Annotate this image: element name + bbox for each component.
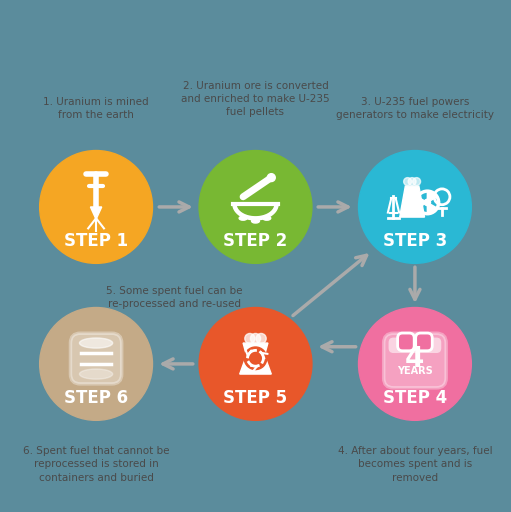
Text: STEP 4: STEP 4: [383, 389, 447, 407]
Polygon shape: [427, 191, 436, 202]
Text: YEARS: YEARS: [397, 366, 433, 376]
Polygon shape: [427, 202, 436, 213]
Text: 1. Uranium is mined
from the earth: 1. Uranium is mined from the earth: [43, 97, 149, 120]
Text: 2. Uranium ore is converted
and enriched to make U-235
fuel pellets: 2. Uranium ore is converted and enriched…: [181, 81, 330, 117]
Circle shape: [359, 151, 471, 263]
Circle shape: [244, 347, 267, 370]
Circle shape: [40, 151, 152, 263]
Circle shape: [424, 199, 430, 206]
Text: STEP 2: STEP 2: [223, 232, 288, 250]
Polygon shape: [233, 204, 278, 220]
Text: 6. Spent fuel that cannot be
reprocessed is stored in
containers and buried: 6. Spent fuel that cannot be reprocessed…: [23, 446, 169, 483]
Circle shape: [413, 178, 421, 185]
Polygon shape: [90, 207, 102, 219]
FancyBboxPatch shape: [71, 333, 122, 384]
Text: STEP 1: STEP 1: [64, 232, 128, 250]
Ellipse shape: [263, 216, 271, 220]
FancyBboxPatch shape: [388, 337, 442, 353]
Text: 4: 4: [405, 346, 425, 373]
Text: STEP 5: STEP 5: [223, 389, 288, 407]
Polygon shape: [416, 197, 427, 208]
Text: 3. U-235 fuel powers
generators to make electricity: 3. U-235 fuel powers generators to make …: [336, 97, 494, 120]
Ellipse shape: [80, 338, 112, 348]
Polygon shape: [240, 343, 271, 374]
Text: 5. Some spent fuel can be
re-processed and re-used: 5. Some spent fuel can be re-processed a…: [106, 286, 243, 309]
Polygon shape: [400, 186, 425, 217]
Circle shape: [256, 333, 266, 344]
Ellipse shape: [239, 216, 247, 220]
Circle shape: [199, 151, 312, 263]
FancyBboxPatch shape: [415, 333, 432, 351]
Text: STEP 6: STEP 6: [64, 389, 128, 407]
Circle shape: [267, 174, 275, 182]
FancyBboxPatch shape: [384, 333, 446, 388]
FancyBboxPatch shape: [398, 333, 414, 351]
Text: 4. After about four years, fuel
becomes spent and is
removed: 4. After about four years, fuel becomes …: [338, 446, 492, 483]
Circle shape: [250, 333, 261, 344]
Circle shape: [404, 178, 411, 185]
Text: STEP 3: STEP 3: [383, 232, 447, 250]
Circle shape: [199, 308, 312, 420]
Ellipse shape: [251, 219, 260, 223]
Circle shape: [408, 178, 416, 185]
Polygon shape: [238, 204, 273, 216]
Circle shape: [245, 333, 255, 344]
Circle shape: [40, 308, 152, 420]
Ellipse shape: [80, 369, 112, 379]
Circle shape: [359, 308, 471, 420]
